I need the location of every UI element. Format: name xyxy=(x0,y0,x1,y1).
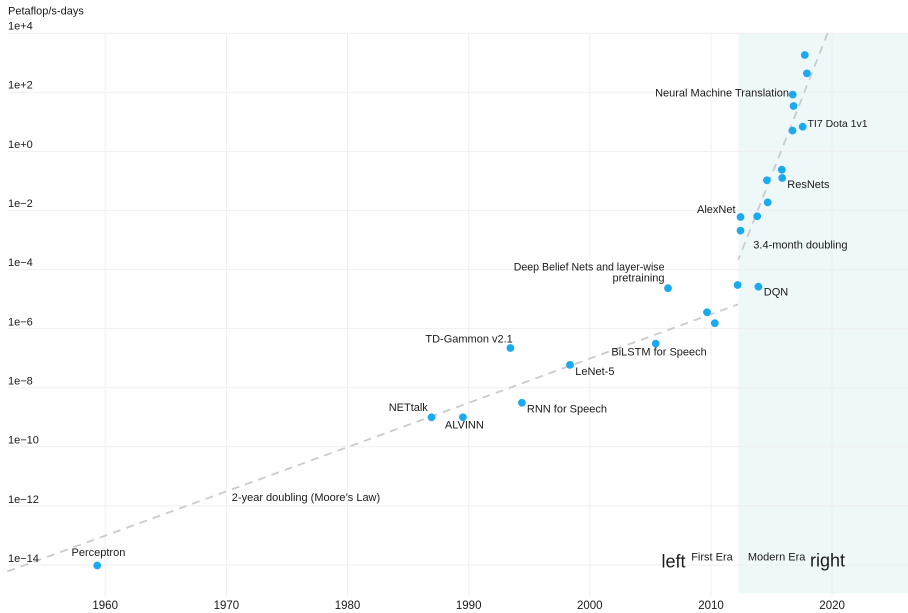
svg-text:TD-Gammon v2.1: TD-Gammon v2.1 xyxy=(425,333,512,345)
svg-text:1970: 1970 xyxy=(214,600,240,612)
svg-text:1e−14: 1e−14 xyxy=(8,553,39,565)
svg-text:1990: 1990 xyxy=(456,600,482,612)
svg-text:DQN: DQN xyxy=(764,287,789,299)
svg-text:AlexNet: AlexNet xyxy=(697,204,736,216)
svg-text:1e+2: 1e+2 xyxy=(8,80,33,92)
svg-text:1e−2: 1e−2 xyxy=(8,198,33,210)
svg-text:First Era: First Era xyxy=(691,552,733,564)
svg-text:1e−4: 1e−4 xyxy=(8,257,33,269)
svg-text:ResNets: ResNets xyxy=(787,179,830,191)
svg-text:NETtalk: NETtalk xyxy=(389,402,429,414)
svg-text:2010: 2010 xyxy=(698,600,724,612)
svg-text:1e+0: 1e+0 xyxy=(8,139,33,151)
svg-text:1e−8: 1e−8 xyxy=(8,376,33,388)
svg-text:2020: 2020 xyxy=(819,600,845,612)
svg-text:LeNet-5: LeNet-5 xyxy=(575,366,614,378)
svg-text:ALVINN: ALVINN xyxy=(445,419,484,431)
svg-text:Petaflop/s-days: Petaflop/s-days xyxy=(8,6,84,18)
svg-text:BiLSTM for Speech: BiLSTM for Speech xyxy=(611,346,706,358)
svg-text:pretraining: pretraining xyxy=(613,273,665,285)
svg-text:1e−10: 1e−10 xyxy=(8,435,39,447)
svg-text:RNN for Speech: RNN for Speech xyxy=(527,403,607,415)
svg-text:2000: 2000 xyxy=(577,600,603,612)
svg-text:1980: 1980 xyxy=(335,600,361,612)
svg-text:Neural Machine Translation: Neural Machine Translation xyxy=(655,88,789,100)
svg-text:Perceptron: Perceptron xyxy=(72,547,126,559)
svg-text:1960: 1960 xyxy=(92,600,118,612)
svg-text:TI7 Dota 1v1: TI7 Dota 1v1 xyxy=(808,118,868,130)
svg-text:3.4-month doubling: 3.4-month doubling xyxy=(753,240,847,252)
svg-text:right: right xyxy=(810,551,845,571)
svg-text:left: left xyxy=(662,552,686,572)
svg-text:Modern Era: Modern Era xyxy=(748,552,806,564)
svg-text:2-year doubling (Moore’s Law): 2-year doubling (Moore’s Law) xyxy=(232,492,380,504)
svg-text:1e+4: 1e+4 xyxy=(8,21,33,33)
svg-text:1e−6: 1e−6 xyxy=(8,316,33,328)
svg-text:1e−12: 1e−12 xyxy=(8,494,39,506)
svg-text:Deep Belief Nets and layer-wis: Deep Belief Nets and layer-wise xyxy=(514,262,665,274)
